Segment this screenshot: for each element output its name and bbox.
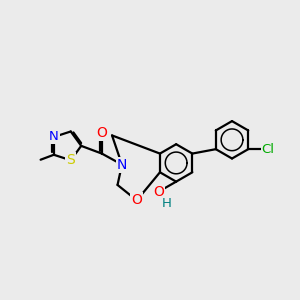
Text: O: O <box>131 194 142 207</box>
Text: O: O <box>153 184 164 199</box>
Text: N: N <box>117 158 127 172</box>
Text: H: H <box>162 196 171 210</box>
Text: Cl: Cl <box>262 143 275 156</box>
Text: O: O <box>96 126 107 140</box>
Text: S: S <box>66 153 75 167</box>
Text: N: N <box>49 130 59 143</box>
